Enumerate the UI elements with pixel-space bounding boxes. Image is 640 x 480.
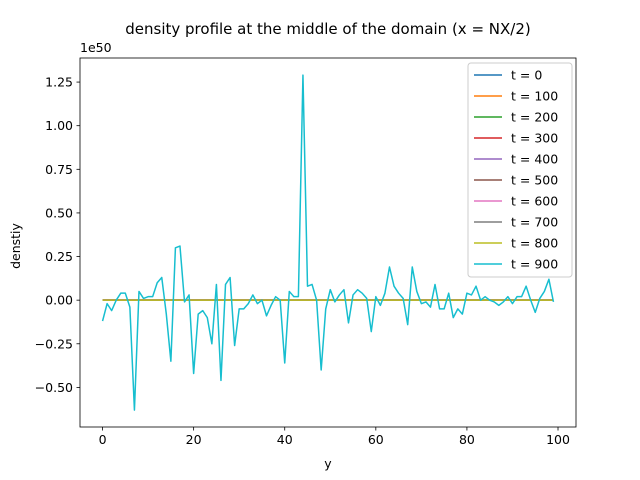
axes-frame (79, 57, 577, 428)
legend-label: t = 400 (511, 152, 558, 167)
legend-label: t = 800 (511, 236, 558, 251)
y-tick-label: 1.25 (45, 75, 73, 90)
legend-label: t = 0 (511, 68, 542, 83)
legend-label: t = 900 (511, 257, 558, 272)
legend-label: t = 500 (511, 173, 558, 188)
y-tick-label: −0.25 (35, 336, 73, 351)
y-tick-label: 0.75 (45, 162, 73, 177)
chart-title: density profile at the middle of the dom… (125, 20, 530, 38)
y-tick-label: −0.50 (35, 380, 73, 395)
x-tick-label: 60 (368, 432, 384, 447)
y-tick-label: 0.50 (45, 205, 73, 220)
y-tick-label: 1.00 (45, 118, 73, 133)
legend-label: t = 300 (511, 131, 558, 146)
x-tick-label: 100 (546, 432, 570, 447)
legend-label: t = 700 (511, 215, 558, 230)
plot-area: 0 20 40 60 80 100 −0.50 −0.25 0.00 0.25 0.50 0.75 1.… (35, 57, 577, 447)
x-tick-label: 40 (277, 432, 293, 447)
y-axis-label: denstiy (8, 222, 23, 268)
x-tick-label: 0 (99, 432, 107, 447)
legend-label: t = 200 (511, 110, 558, 125)
legend-label: t = 600 (511, 194, 558, 209)
y-tick-label: 0.00 (45, 293, 73, 308)
series-line-9 (101, 74, 555, 411)
legend: t = 0 t = 100 t = 200 t = 300 t = 400 t = 500… (467, 62, 573, 278)
y-offset-label: 1e50 (80, 40, 112, 55)
x-tick-label: 80 (459, 432, 475, 447)
x-axis-label: y (324, 456, 332, 471)
y-tick-label: 0.25 (45, 249, 73, 264)
legend-label: t = 100 (511, 89, 558, 104)
x-tick-label: 20 (186, 432, 202, 447)
